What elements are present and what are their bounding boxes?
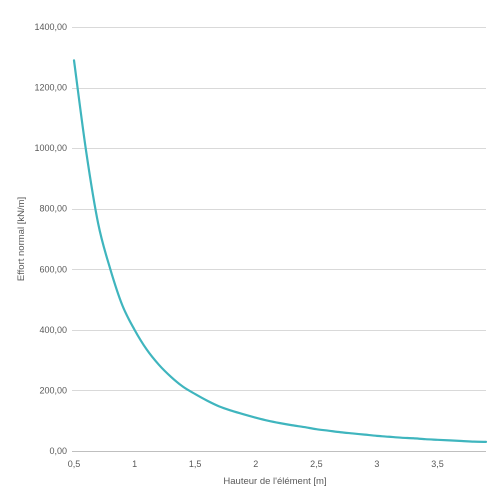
- y-tick-label: 800,00: [39, 204, 67, 214]
- x-tick-label: 3,5: [431, 459, 444, 469]
- x-axis-title: Hauteur de l'élément [m]: [223, 476, 326, 487]
- x-tick-label: 3: [374, 459, 379, 469]
- y-tick-label: 1200,00: [34, 83, 67, 93]
- x-tick-label: 0,5: [68, 459, 81, 469]
- x-tick-label: 2,5: [310, 459, 323, 469]
- y-tick-label: 400,00: [39, 325, 67, 335]
- y-tick-label: 600,00: [39, 264, 67, 274]
- x-tick-labels: 0,5 1 1,5 2 2,5 3 3,5: [68, 459, 444, 469]
- y-axis-title: Effort normal [kN/m]: [16, 197, 27, 281]
- y-tick-label: 0,00: [49, 446, 67, 456]
- y-tick-label: 1400,00: [34, 22, 67, 32]
- y-tick-label: 1000,00: [34, 143, 67, 153]
- gridlines: [72, 27, 486, 391]
- x-tick-label: 1: [132, 459, 137, 469]
- series-line-0: [72, 59, 488, 444]
- x-tick-label: 1,5: [189, 459, 202, 469]
- series: [72, 59, 488, 444]
- y-tick-label: 200,00: [39, 385, 67, 395]
- y-tick-labels: 0,00 200,00 400,00 600,00 800,00 1000,00 1200,…: [34, 22, 67, 456]
- x-tick-label: 2: [253, 459, 258, 469]
